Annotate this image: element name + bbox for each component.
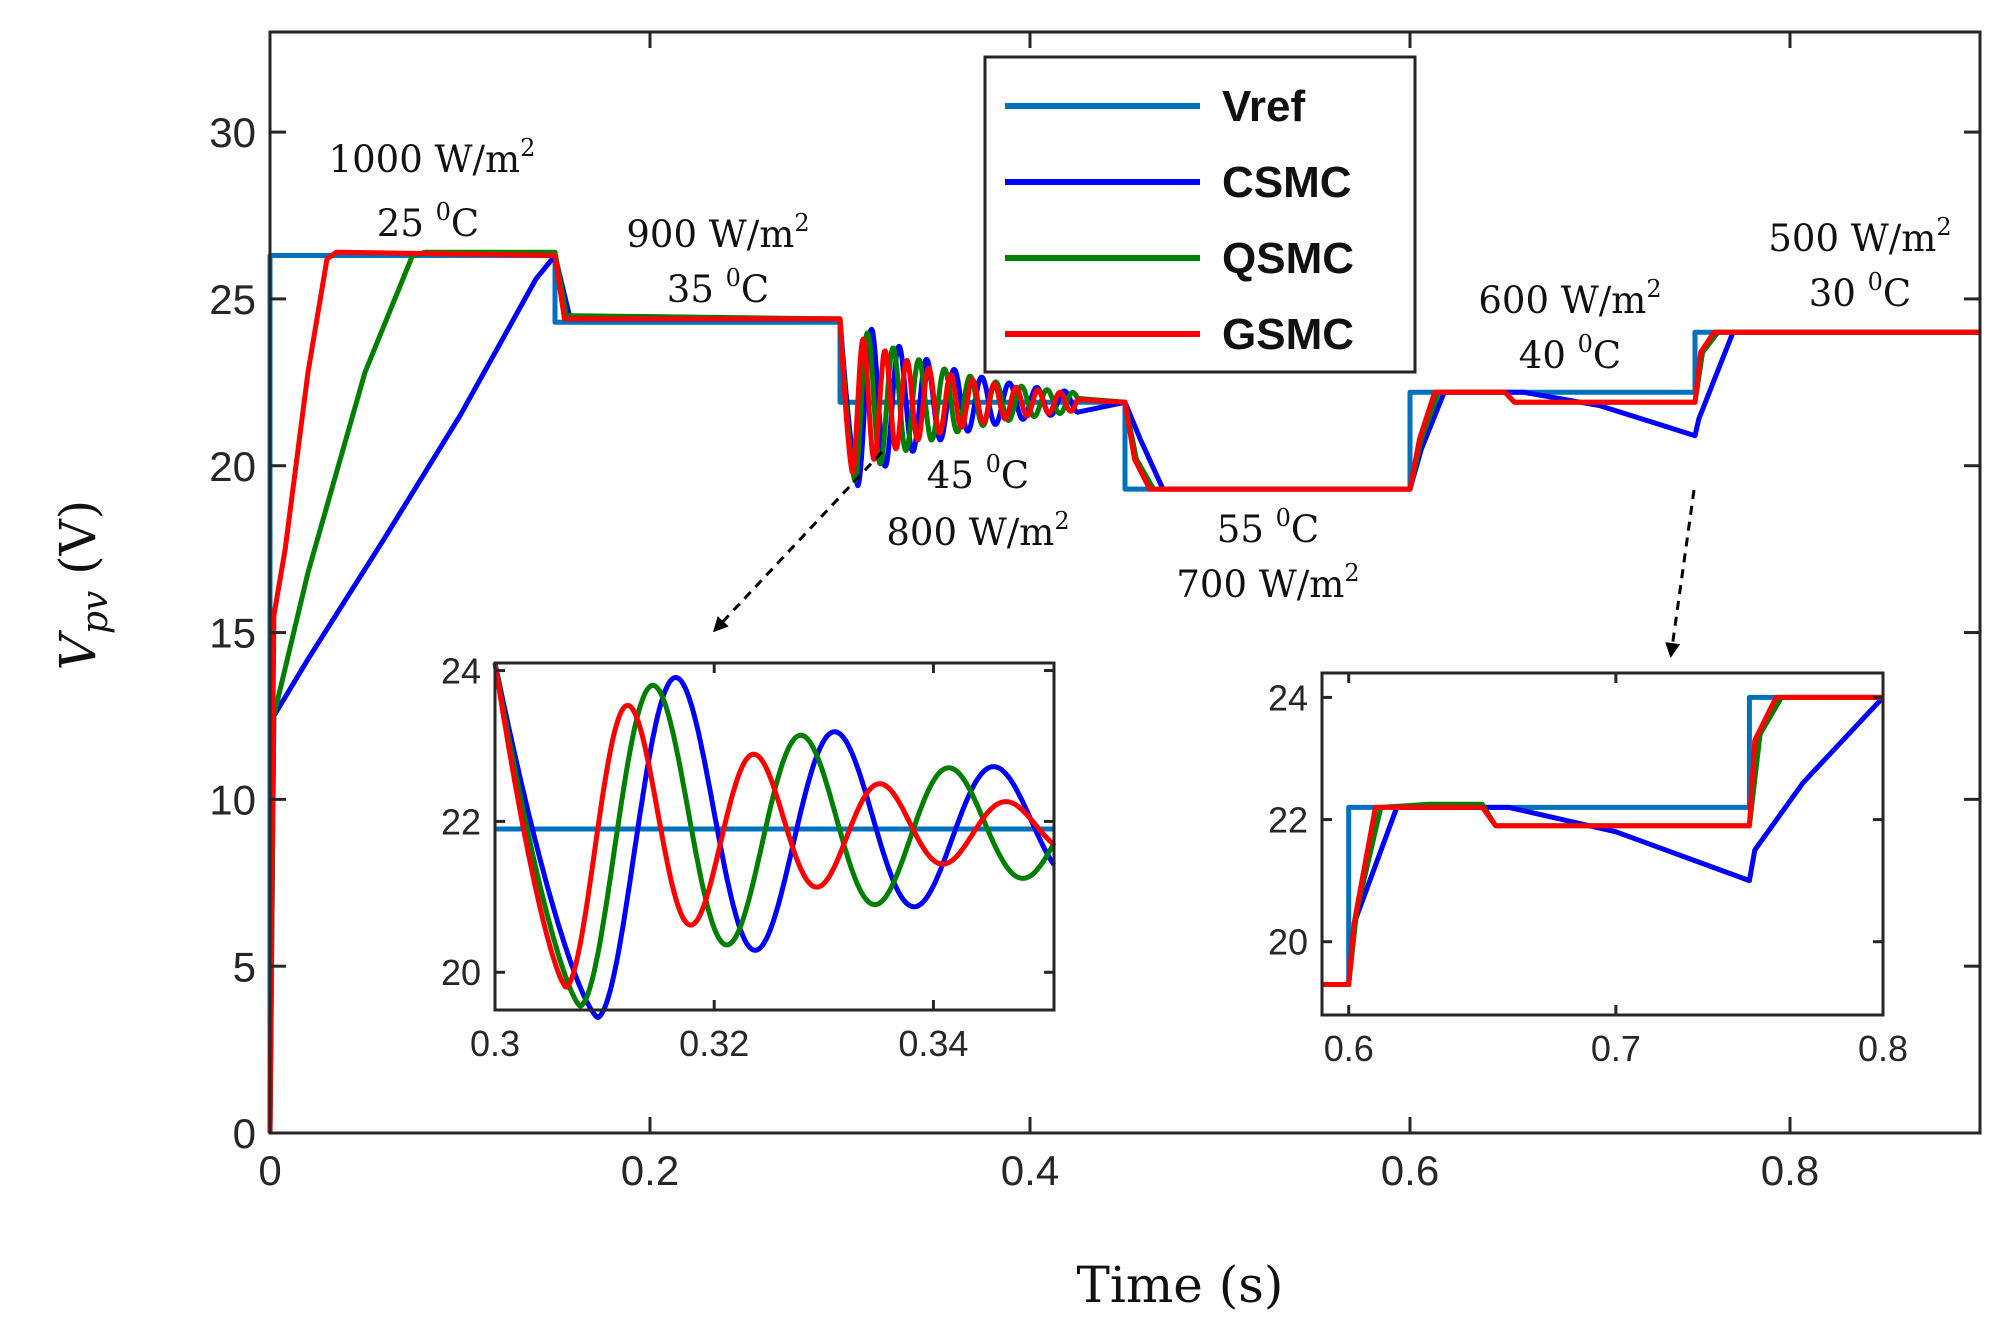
condition-annotations: 1000 W/m2 25 0C 900 W/m2 35 0C 45 0C 800… [329, 134, 1952, 606]
zoom-oscillation-y-tick-label-20: 20 [441, 952, 481, 993]
main-axis-ticks: 0 0.2 0.4 0.6 0.8 0 5 10 15 20 25 30 [209, 32, 1980, 1194]
inset-oscillation-box [493, 661, 1056, 1012]
y-axis-label: Vpv (V) [49, 500, 116, 671]
inset-oscillation-ticks: 0.3 0.32 0.34 20 22 24 [441, 651, 1054, 1064]
annotation-6-line1: 500 W/m2 [1768, 213, 1951, 260]
annotation-1-line1: 1000 W/m2 [329, 134, 536, 181]
y-axis-label-unit: (V) [49, 500, 107, 591]
main-y-tick-label-10: 10 [209, 776, 256, 823]
main-x-tick-label-0-8: 0.8 [1761, 1147, 1819, 1194]
main-y-tick-label-0: 0 [233, 1110, 256, 1157]
zoom-oscillation-x-tick-label-0-32: 0.32 [679, 1023, 749, 1064]
zoom-oscillation-y-tick-label-22: 22 [441, 801, 481, 842]
zoom-oscillation-x-tick-label-0-34: 0.34 [898, 1023, 968, 1064]
zoom-step-x-tick-label-0-6: 0.6 [1324, 1028, 1374, 1069]
main-x-tick-label-0-4: 0.4 [1001, 1147, 1059, 1194]
main-y-tick-label-20: 20 [209, 443, 256, 490]
y-axis-label-subscript: pv [75, 591, 116, 634]
inset-step-ticks: 0.6 0.7 0.8 20 22 24 [1268, 673, 1908, 1069]
annotation-6-line2: 30 0C [1809, 268, 1911, 315]
zoom-oscillation-series-csmc [492, 662, 1057, 1020]
legend-label-gsmc: GSMC [1222, 310, 1354, 359]
zoom-oscillation-x-tick-label-0-3: 0.3 [470, 1023, 520, 1064]
inset-step-series [1322, 694, 1885, 987]
main-y-tick-label-30: 30 [209, 109, 256, 156]
inset-oscillation-background [495, 663, 1054, 1010]
inset-step-box [1320, 671, 1885, 1017]
zoom-oscillation-series-gsmc [492, 662, 1056, 990]
legend-items: Vref CSMC QSMC GSMC [1005, 82, 1354, 359]
zoom-step-series-gsmc [1322, 694, 1883, 987]
annotation-1-line2: 25 0C [377, 198, 479, 245]
main-y-tick-label-15: 15 [209, 610, 256, 657]
legend: Vref CSMC QSMC GSMC [983, 55, 1417, 374]
zoom-oscillation-y-tick-label-24: 24 [441, 651, 481, 692]
main-x-tick-label-0-2: 0.2 [621, 1147, 679, 1194]
zoom-step-y-tick-label-22: 22 [1268, 800, 1308, 841]
zoom-step-x-tick-label-0-7: 0.7 [1591, 1028, 1641, 1069]
inset-oscillation-series [492, 662, 1057, 1020]
zoom-step-x-tick-label-0-8: 0.8 [1858, 1028, 1908, 1069]
zoom-arrow-right [1665, 489, 1696, 658]
annotation-5-line2: 40 0C [1519, 330, 1621, 377]
x-axis-label: Time (s) [1077, 1256, 1284, 1314]
annotation-3-line1: 45 0C [927, 450, 1029, 497]
annotation-4-line2: 700 W/m2 [1176, 559, 1359, 606]
legend-box [983, 55, 1417, 374]
zoom-arrow-left [712, 450, 884, 633]
annotation-2-line1: 900 W/m2 [626, 209, 809, 256]
main-x-tick-label-0-6: 0.6 [1381, 1147, 1439, 1194]
legend-label-qsmc: QSMC [1222, 234, 1354, 283]
legend-label-vref: Vref [1222, 82, 1306, 131]
annotation-5-line1: 600 W/m2 [1478, 275, 1661, 322]
main-y-tick-label-25: 25 [209, 276, 256, 323]
annotation-3-line2: 800 W/m2 [886, 507, 1069, 554]
inset-oscillation: 0.3 0.32 0.34 20 22 24 [441, 651, 1057, 1064]
zoom-step-y-tick-label-24: 24 [1268, 677, 1308, 718]
main-plot-series [267, 249, 1980, 1134]
annotation-2-line2: 35 0C [667, 264, 769, 311]
annotation-4-line1: 55 0C [1217, 504, 1319, 551]
inset-step: 0.6 0.7 0.8 20 22 24 [1268, 671, 1908, 1069]
y-axis-label-symbol: V [49, 629, 107, 670]
main-y-tick-label-5: 5 [233, 943, 256, 990]
inset-step-background [1322, 673, 1883, 1015]
legend-label-csmc: CSMC [1222, 158, 1352, 207]
main-axes-box [268, 30, 1982, 1135]
main-series-gsmc [267, 249, 1980, 1134]
zoom-step-y-tick-label-20: 20 [1268, 922, 1308, 963]
main-x-tick-label-0: 0 [258, 1147, 281, 1194]
